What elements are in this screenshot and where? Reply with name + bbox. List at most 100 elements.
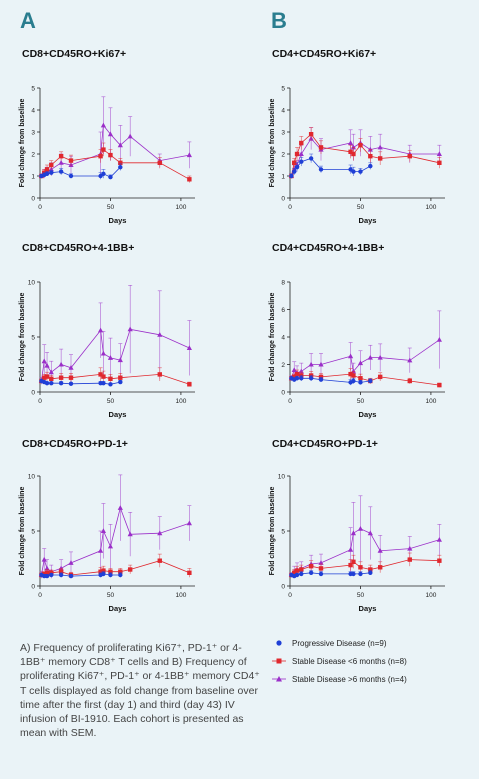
- data-point: [407, 557, 412, 562]
- figure-caption: A) Frequency of proliferating Ki67⁺, PD-…: [20, 642, 260, 740]
- data-point: [350, 144, 357, 150]
- data-point: [292, 374, 297, 380]
- series-line: [291, 137, 440, 177]
- data-point: [44, 573, 50, 579]
- y-axis-label: Fold change from baseline: [19, 99, 26, 188]
- data-point: [118, 569, 123, 574]
- data-point: [108, 174, 113, 180]
- y-tick-label: 8: [281, 280, 285, 287]
- y-tick-label: 0: [31, 390, 35, 397]
- data-point: [308, 570, 314, 575]
- data-point: [186, 345, 192, 350]
- y-tick-label: 4: [281, 108, 285, 115]
- data-point: [377, 156, 383, 161]
- data-point: [367, 146, 373, 152]
- data-point: [294, 568, 300, 573]
- chart-plot: 0 2 4 6 8 0 50 100 Days Fold change from baseline: [269, 280, 445, 419]
- data-point: [357, 526, 364, 531]
- data-point: [294, 572, 300, 578]
- data-point: [351, 571, 356, 577]
- data-point: [58, 572, 64, 578]
- y-tick-label: 5: [281, 529, 285, 536]
- data-point: [436, 336, 442, 342]
- data-point: [98, 372, 103, 377]
- y-tick-label: 0: [281, 390, 285, 397]
- data-point: [101, 171, 106, 176]
- data-point: [58, 154, 64, 159]
- legend-triangle-marker: [272, 676, 286, 682]
- data-point: [377, 548, 383, 553]
- data-point: [101, 381, 106, 386]
- series-progressive: [39, 571, 123, 579]
- x-tick-label: 0: [38, 398, 42, 405]
- x-axis-label: Days: [109, 216, 127, 225]
- data-point: [101, 568, 106, 573]
- data-point: [117, 357, 123, 363]
- data-point: [351, 559, 356, 564]
- legend-square-marker: [272, 658, 286, 664]
- data-point: [100, 122, 107, 128]
- data-point: [294, 371, 300, 377]
- data-point: [58, 565, 64, 571]
- x-tick-label: 50: [107, 592, 115, 599]
- x-tick-label: 50: [357, 398, 365, 405]
- series-line: [41, 560, 190, 576]
- y-tick-label: 5: [31, 86, 35, 93]
- data-point: [101, 147, 106, 152]
- data-point: [58, 381, 64, 386]
- data-point: [368, 163, 373, 169]
- series-line: [291, 339, 440, 379]
- data-point: [68, 365, 74, 370]
- data-point: [377, 374, 383, 380]
- series-line: [41, 148, 190, 180]
- data-point: [108, 569, 113, 574]
- data-point: [437, 558, 442, 563]
- data-point: [299, 567, 304, 572]
- data-point: [157, 530, 163, 536]
- data-point: [358, 169, 363, 174]
- data-point: [347, 140, 354, 145]
- data-point: [98, 154, 103, 159]
- data-point: [292, 169, 297, 174]
- data-point: [291, 367, 297, 372]
- x-tick-label: 100: [425, 592, 436, 599]
- data-point: [308, 132, 314, 137]
- data-point: [68, 173, 74, 179]
- data-point: [186, 152, 192, 158]
- x-tick-label: 50: [357, 204, 365, 211]
- series-stable-long: [38, 284, 192, 385]
- data-point: [348, 371, 353, 377]
- data-point: [436, 151, 442, 156]
- y-tick-label: 10: [28, 280, 36, 287]
- y-axis-label: Fold change from baseline: [19, 487, 26, 576]
- data-point: [117, 142, 123, 148]
- data-point: [437, 382, 442, 388]
- x-tick-label: 50: [107, 398, 115, 405]
- data-point: [98, 569, 103, 574]
- data-point: [107, 355, 114, 360]
- data-point: [157, 558, 162, 563]
- data-point: [108, 572, 113, 578]
- data-point: [48, 369, 54, 375]
- data-point: [42, 571, 47, 577]
- data-point: [97, 327, 104, 333]
- data-point: [49, 572, 54, 578]
- data-point: [437, 160, 442, 165]
- data-point: [299, 159, 304, 164]
- y-tick-label: 0: [281, 196, 285, 203]
- data-point: [318, 167, 324, 172]
- data-point: [58, 160, 64, 165]
- data-point: [292, 160, 297, 165]
- data-point: [407, 357, 413, 363]
- data-point: [377, 144, 383, 150]
- data-point: [108, 376, 113, 381]
- data-point: [294, 165, 300, 170]
- y-tick-label: 2: [281, 362, 285, 369]
- data-point: [49, 170, 54, 175]
- series-stable-long: [38, 96, 192, 179]
- data-point: [187, 570, 192, 575]
- data-point: [157, 160, 162, 165]
